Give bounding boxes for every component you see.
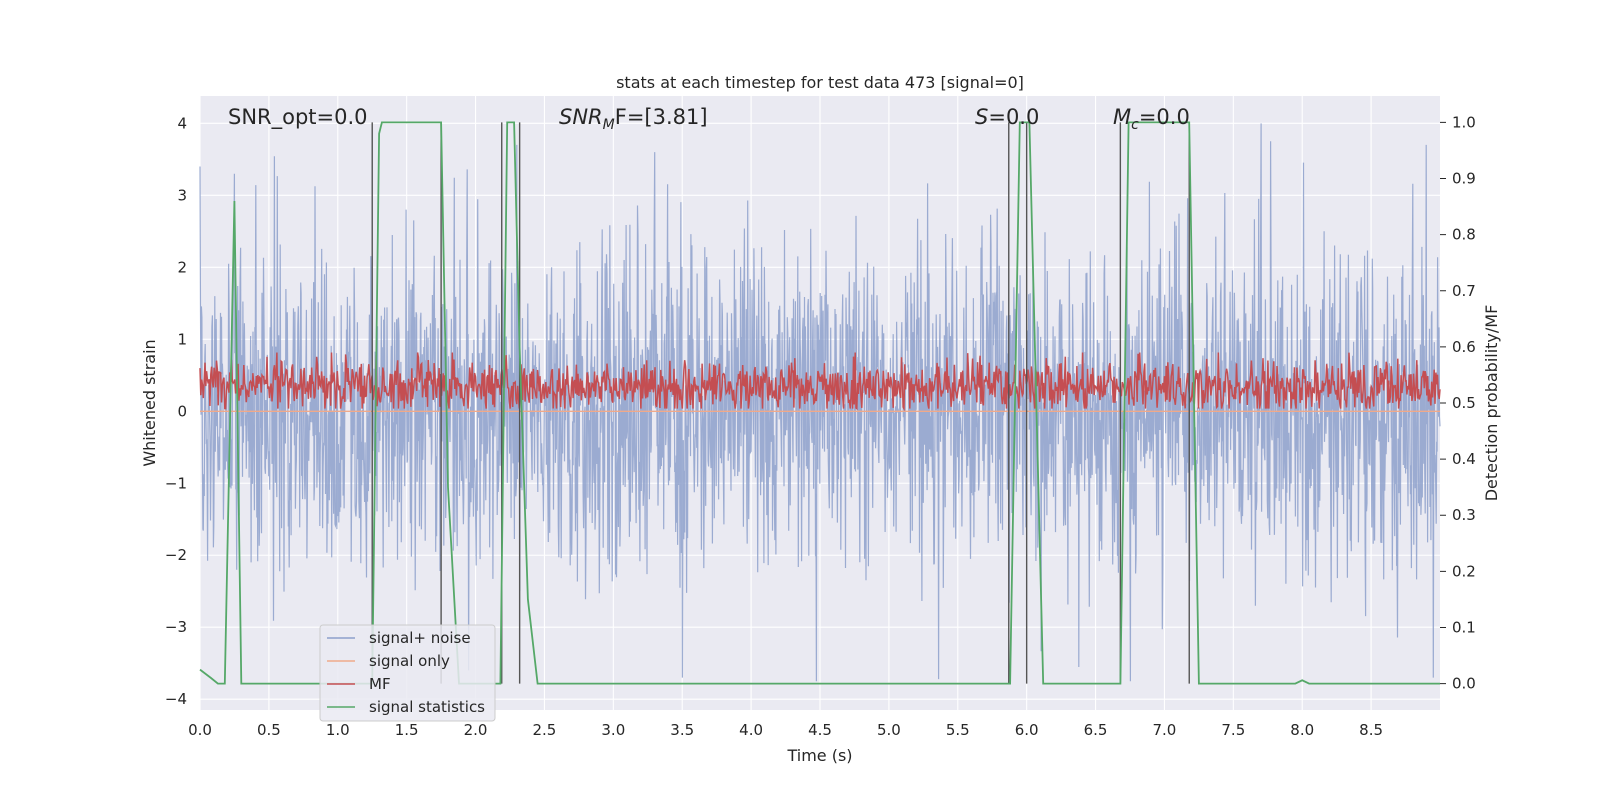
x-tick-label: 4.0 (739, 721, 763, 739)
x-tick-label: 8.0 (1290, 721, 1314, 739)
x-axis-label: Time (s) (786, 746, 852, 765)
signal-noise-line (199, 123, 1441, 682)
legend: signal+ noise signal only MF signal stat… (319, 624, 496, 722)
mc-main: M (1113, 105, 1131, 129)
y2-tick-label: 0.9 (1452, 170, 1476, 188)
snr-mf-sub: M (603, 117, 615, 133)
x-tick-label: 1.5 (395, 721, 419, 739)
x-tick-label: 7.5 (1221, 721, 1245, 739)
x-tick-label: 5.0 (877, 721, 901, 739)
x-tick-label: 2.5 (533, 721, 557, 739)
y2-tick-label: 1.0 (1452, 113, 1476, 131)
y-tick-label: 2 (177, 258, 187, 276)
y-tick-label: −3 (165, 618, 187, 636)
y2-tick-label: 0.8 (1452, 226, 1476, 244)
x-tick-label: 7.0 (1153, 721, 1177, 739)
y2-tick-label: 0.5 (1452, 394, 1476, 412)
s-main: S (975, 105, 988, 129)
y2-tick-label: 0.1 (1452, 618, 1476, 636)
signal-noise-series (199, 123, 1441, 682)
y2-tick-label: 0.2 (1452, 562, 1476, 580)
annotation-snr-mf: SNRMF=[3.81] (559, 105, 708, 133)
y2-tick-label: 0.3 (1452, 506, 1476, 524)
y2-tick-label: 0.4 (1452, 450, 1476, 468)
mc-sub: c (1131, 117, 1139, 133)
signal-statistics-line (199, 121, 1440, 685)
mc-rest: =0.0 (1139, 105, 1190, 129)
x-tick-label: 4.5 (808, 721, 832, 739)
vertical-lines (371, 122, 1190, 684)
y-tick-label: 3 (177, 186, 187, 204)
y-tick-label: −2 (165, 546, 187, 564)
annotation-mc: Mc=0.0 (1113, 105, 1190, 133)
x-tick-label: 1.0 (326, 721, 350, 739)
y2-tick-label: 0.7 (1452, 282, 1476, 300)
x-tick-label: 2.0 (464, 721, 488, 739)
x-tick-label: 6.0 (1015, 721, 1039, 739)
y-tick-label: 0 (177, 402, 187, 420)
y2-axis-label: Detection probability/MF (1482, 305, 1501, 502)
legend-label-signal-only: signal only (369, 652, 450, 670)
y2-tick-label: 0.6 (1452, 338, 1476, 356)
y-tick-label: −1 (165, 474, 187, 492)
legend-label-signal-statistics: signal statistics (369, 698, 485, 716)
x-tick-label: 3.0 (601, 721, 625, 739)
x-tick-label: 0.5 (257, 721, 281, 739)
signal-statistics-series (199, 121, 1440, 685)
y-tick-label: 1 (177, 330, 187, 348)
x-tick-label: 3.5 (670, 721, 694, 739)
s-rest: =0.0 (988, 105, 1039, 129)
y-tick-label: −4 (165, 690, 187, 708)
x-ticks: 0.0 0.5 1.0 1.5 2.0 2.5 3.0 3.5 4.0 4.5 5.0 5.5 6.0 6… (188, 721, 1383, 739)
y2-tick-label: 0.0 (1452, 675, 1476, 693)
x-tick-label: 6.5 (1084, 721, 1108, 739)
legend-box (319, 624, 496, 722)
legend-label-noise: signal+ noise (369, 629, 471, 647)
chart-title: stats at each timestep for test data 473… (616, 73, 1024, 92)
annotation-s: S=0.0 (975, 105, 1039, 129)
y-ticks: 4 3 2 1 0 −1 −2 −3 −4 (165, 114, 187, 708)
legend-label-mf: MF (369, 675, 391, 693)
x-tick-label: 0.0 (188, 721, 212, 739)
annotation-snr-opt: SNR_opt=0.0 (228, 105, 368, 130)
y-tick-label: 4 (177, 114, 187, 132)
x-tick-label: 8.5 (1359, 721, 1383, 739)
mf-series (199, 352, 1441, 412)
mf-line (199, 352, 1441, 412)
y2-ticks: 1.0 0.9 0.8 0.7 0.6 0.5 0.4 0.3 0.2 0.1 0.0 (1440, 113, 1476, 693)
y-axis-label: Whitened strain (140, 339, 159, 466)
snr-mf-rest: F=[3.81] (615, 105, 708, 129)
snr-mf-main: SNR (559, 105, 603, 129)
x-tick-label: 5.5 (946, 721, 970, 739)
